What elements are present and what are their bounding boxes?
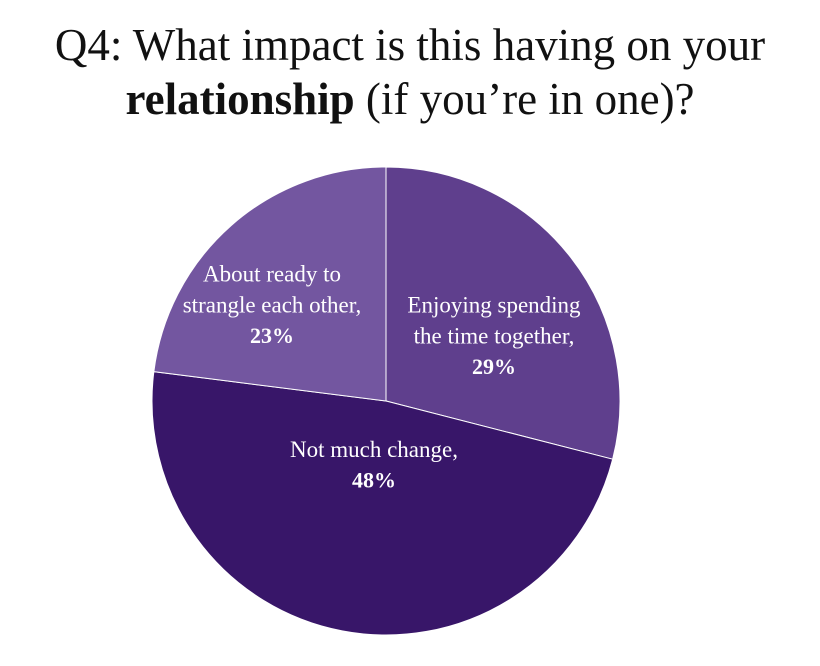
slice-value-label: 23% — [250, 323, 294, 348]
chart-title: Q4: What impact is this having on your r… — [0, 18, 820, 126]
pie-slice — [153, 166, 387, 402]
pie-labels: Enjoying spending the time together, 29% No… — [183, 261, 581, 492]
title-line-2: relationship (if you’re in one)? — [0, 72, 820, 126]
pie-slice — [385, 166, 621, 460]
slice-category-label: About ready to — [203, 261, 341, 286]
pie-slice — [151, 371, 614, 636]
slice-category-label: Enjoying spending — [407, 292, 581, 317]
slice-category-label: Not much change, — [290, 437, 458, 462]
title-line-1: Q4: What impact is this having on your — [54, 20, 766, 70]
slice-category-label: the time together, — [414, 323, 575, 348]
pie-slices — [151, 166, 621, 636]
slice-value-label: 29% — [472, 354, 516, 379]
title-suffix: (if you’re in one)? — [365, 74, 695, 124]
slice-category-label: strangle each other, — [183, 292, 362, 317]
title-bold-word: relationship — [125, 74, 355, 124]
slice-value-label: 48% — [352, 468, 396, 493]
